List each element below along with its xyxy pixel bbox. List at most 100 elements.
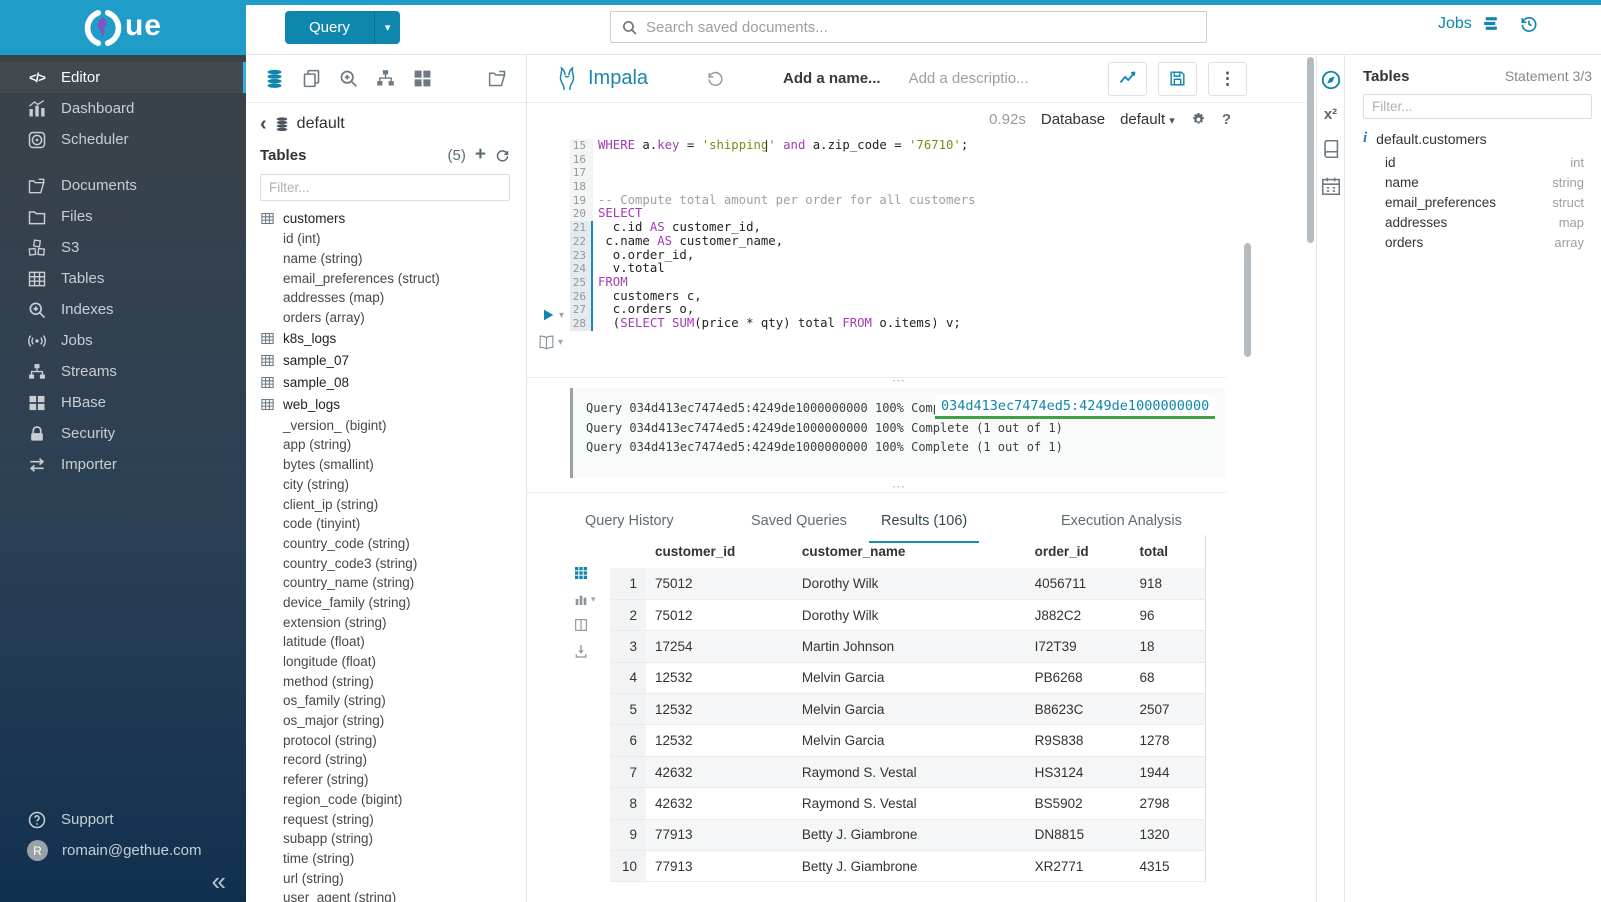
column-item[interactable]: request (string) [246, 809, 526, 829]
column-item[interactable]: country_name (string) [246, 573, 526, 593]
column-item[interactable]: method (string) [246, 671, 526, 691]
run-query-button[interactable] [540, 307, 556, 323]
sidebar-item-files[interactable]: Files [0, 201, 246, 232]
table-cell[interactable]: 68 [1131, 662, 1206, 693]
columns-view-icon[interactable] [573, 617, 589, 633]
table-row[interactable]: 275012Dorothy WilkJ882C296 [610, 599, 1206, 630]
right-column-item[interactable]: email_preferencesstruct [1363, 192, 1592, 212]
column-item[interactable]: bytes (smallint) [246, 455, 526, 475]
sidebar-item-s3[interactable]: S3 [0, 232, 246, 263]
table-cell[interactable]: B8623C [1026, 694, 1131, 725]
right-column-item[interactable]: addressesmap [1363, 213, 1592, 233]
sidebar-item-dashboard[interactable]: Dashboard [0, 93, 246, 124]
databases-source-icon[interactable] [264, 68, 285, 89]
column-header[interactable]: customer_name [793, 535, 1026, 568]
table-cell[interactable]: 42632 [646, 756, 793, 787]
sidebar-item-importer[interactable]: Importer [0, 449, 246, 480]
code-line[interactable]: 17 [570, 166, 1307, 180]
sidebar-item-tables[interactable]: Tables [0, 263, 246, 294]
column-header[interactable]: order_id [1026, 535, 1131, 568]
reference-caret-icon[interactable]: ▾ [558, 337, 563, 348]
code-line[interactable]: 24 v.total [570, 262, 1307, 276]
code-line[interactable]: 28 (SELECT SUM(price * qty) total FROM o… [570, 317, 1307, 331]
column-item[interactable]: url (string) [246, 868, 526, 888]
sidebar-item-security[interactable]: Security [0, 418, 246, 449]
table-cell[interactable]: 12532 [646, 662, 793, 693]
table-cell[interactable]: 12532 [646, 694, 793, 725]
right-filter-input[interactable] [1363, 94, 1592, 119]
right-column-item[interactable]: namestring [1363, 172, 1592, 192]
settings-gear-icon[interactable] [1190, 111, 1207, 128]
code-line[interactable]: 23 o.order_id, [570, 249, 1307, 263]
apps-grid-icon[interactable] [412, 68, 433, 89]
table-item[interactable]: sample_08 [246, 371, 526, 393]
column-item[interactable]: client_ip (string) [246, 494, 526, 514]
hue-logo[interactable]: ue [0, 0, 246, 55]
table-cell[interactable]: Melvin Garcia [793, 694, 1026, 725]
table-row[interactable]: 412532Melvin GarciaPB626868 [610, 662, 1206, 693]
query-description-field[interactable]: Add a descriptio... [909, 70, 1029, 87]
schedule-calendar-icon[interactable] [1320, 175, 1342, 197]
database-selector[interactable]: default ▾ [1120, 111, 1175, 128]
table-cell[interactable]: PB6268 [1026, 662, 1131, 693]
sidebar-item-scheduler[interactable]: Scheduler [0, 124, 246, 155]
refresh-icon[interactable] [495, 148, 510, 163]
chart-view-icon[interactable] [573, 591, 589, 607]
column-item[interactable]: name (string) [246, 249, 526, 269]
documents-source-icon[interactable] [301, 68, 322, 89]
table-cell[interactable]: I72T39 [1026, 631, 1131, 662]
query-id-link[interactable]: 034d413ec7474ed5:4249de1000000000 [935, 395, 1215, 419]
column-item[interactable]: code (tinyint) [246, 514, 526, 534]
add-table-icon[interactable]: + [475, 144, 486, 166]
functions-icon[interactable]: x² [1324, 106, 1337, 123]
table-row[interactable]: 842632Raymond S. VestalBS59022798 [610, 788, 1206, 819]
zoom-in-icon[interactable] [338, 68, 359, 89]
jobs-link[interactable]: Jobs [1438, 14, 1500, 33]
table-cell[interactable]: 75012 [646, 599, 793, 630]
table-cell[interactable]: Melvin Garcia [793, 662, 1026, 693]
table-cell[interactable]: BS5902 [1026, 788, 1131, 819]
table-item[interactable]: sample_07 [246, 349, 526, 371]
save-button[interactable] [1158, 62, 1197, 96]
column-item[interactable]: id (int) [246, 229, 526, 249]
table-cell[interactable]: Raymond S. Vestal [793, 788, 1026, 819]
assist-compass-icon[interactable] [1320, 69, 1342, 91]
code-line[interactable]: 26 customers c, [570, 290, 1307, 304]
table-cell[interactable]: DN8815 [1026, 819, 1131, 850]
column-header[interactable]: total [1131, 535, 1206, 568]
table-filter-input[interactable] [260, 174, 510, 201]
code-line[interactable]: 16 [570, 153, 1307, 167]
run-options-caret-icon[interactable]: ▾ [559, 310, 564, 321]
table-item[interactable]: customers [246, 207, 526, 229]
table-cell[interactable]: 18 [1131, 631, 1206, 662]
table-row[interactable]: 977913Betty J. GiambroneDN88151320 [610, 819, 1206, 850]
column-item[interactable]: email_preferences (struct) [246, 268, 526, 288]
column-item[interactable]: os_family (string) [246, 691, 526, 711]
table-cell[interactable]: 2798 [1131, 788, 1206, 819]
grid-view-icon[interactable] [573, 565, 589, 581]
column-item[interactable]: orders (array) [246, 308, 526, 328]
column-item[interactable]: time (string) [246, 849, 526, 869]
table-cell[interactable]: R9S838 [1026, 725, 1131, 756]
code-line[interactable]: 27 c.orders o, [570, 303, 1307, 317]
code-line[interactable]: 18 [570, 180, 1307, 194]
help-icon[interactable]: ? [1222, 111, 1231, 128]
query-name-field[interactable]: Add a name... [783, 70, 881, 87]
table-cell[interactable]: 77913 [646, 819, 793, 850]
column-item[interactable]: protocol (string) [246, 730, 526, 750]
column-item[interactable]: longitude (float) [246, 652, 526, 672]
language-reference-icon[interactable] [538, 334, 555, 351]
sidebar-item-support[interactable]: Support [0, 804, 246, 835]
code-line[interactable]: 21 c.id AS customer_id, [570, 221, 1307, 235]
table-cell[interactable]: Dorothy Wilk [793, 568, 1026, 599]
table-cell[interactable]: Martin Johnson [793, 631, 1026, 662]
code-editor[interactable]: 15WHERE a.key = 'shipping' and a.zip_cod… [570, 139, 1307, 331]
table-cell[interactable]: 1944 [1131, 756, 1206, 787]
resize-handle-top[interactable]: ⋯ [892, 373, 907, 389]
table-row[interactable]: 742632Raymond S. VestalHS31241944 [610, 756, 1206, 787]
open-folder-icon[interactable] [487, 68, 508, 89]
database-name[interactable]: default [297, 115, 345, 133]
table-row[interactable]: 512532Melvin GarciaB8623C2507 [610, 694, 1206, 725]
table-cell[interactable]: 1320 [1131, 819, 1206, 850]
table-cell[interactable]: 12532 [646, 725, 793, 756]
